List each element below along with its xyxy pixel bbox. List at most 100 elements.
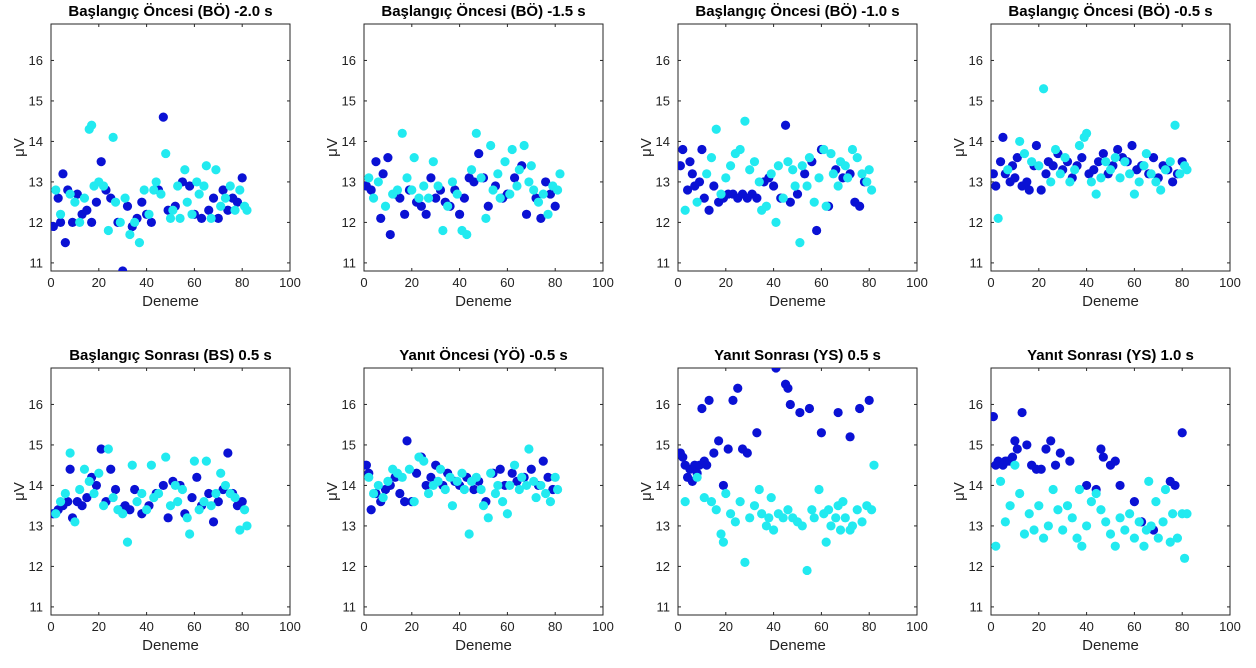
- data-point: [795, 238, 805, 248]
- y-tick-label: 15: [342, 93, 356, 108]
- data-point: [65, 189, 75, 199]
- x-tick-label: 20: [1032, 619, 1046, 634]
- data-point: [151, 177, 161, 187]
- data-point: [823, 505, 834, 515]
- y-axis-label: μV: [324, 138, 341, 157]
- data-point: [711, 505, 721, 515]
- data-point: [146, 217, 156, 228]
- data-point: [366, 185, 376, 195]
- data-point: [1041, 444, 1051, 454]
- data-point: [60, 238, 70, 248]
- x-tick-label: 100: [1219, 619, 1241, 634]
- data-point: [788, 165, 798, 175]
- x-tick-label: 80: [1175, 619, 1189, 634]
- y-tick-label: 15: [29, 437, 43, 452]
- data-point: [237, 173, 247, 183]
- data-point: [678, 144, 688, 155]
- data-point: [1046, 436, 1056, 446]
- x-tick-label: 40: [139, 619, 153, 634]
- x-tick-label: 80: [862, 275, 876, 290]
- data-point: [490, 488, 501, 499]
- data-point: [220, 193, 231, 203]
- data-point: [378, 169, 388, 179]
- data-point: [1005, 501, 1015, 511]
- data-point: [108, 492, 118, 503]
- data-point: [845, 432, 855, 442]
- data-point: [1019, 148, 1030, 159]
- data-point: [1010, 173, 1020, 183]
- x-tick-label: 20: [1032, 275, 1046, 290]
- data-point: [1165, 537, 1175, 547]
- series-dark: [991, 407, 1187, 535]
- data-point: [809, 513, 819, 523]
- data-point: [395, 193, 405, 203]
- data-point: [364, 472, 374, 482]
- data-point: [1156, 185, 1166, 195]
- data-point: [431, 193, 441, 203]
- data-point: [531, 492, 541, 503]
- y-tick-label: 13: [29, 174, 43, 189]
- data-point: [194, 189, 204, 199]
- data-point: [1082, 521, 1092, 531]
- data-point: [1153, 533, 1163, 543]
- data-point: [1125, 509, 1135, 519]
- data-point: [1036, 185, 1046, 195]
- data-point: [752, 428, 762, 438]
- data-point: [761, 521, 772, 531]
- data-point: [514, 484, 524, 495]
- data-point: [1015, 136, 1025, 147]
- data-point: [1010, 436, 1020, 446]
- data-point: [1177, 428, 1187, 438]
- y-tick-label: 13: [969, 518, 983, 533]
- y-tick-label: 12: [29, 215, 43, 230]
- data-point: [745, 513, 755, 523]
- data-point: [373, 177, 383, 187]
- data-point: [185, 181, 195, 191]
- data-point: [1012, 153, 1022, 163]
- y-tick-label: 11: [343, 599, 357, 614]
- x-tick-label: 0: [47, 275, 54, 290]
- data-point: [474, 148, 484, 159]
- data-point: [1086, 497, 1096, 507]
- data-point: [402, 173, 412, 183]
- data-point: [1182, 165, 1192, 175]
- data-point: [1058, 525, 1068, 535]
- data-point: [1158, 517, 1168, 527]
- y-tick-label: 13: [656, 518, 670, 533]
- data-point: [742, 448, 752, 458]
- data-point: [1050, 144, 1061, 155]
- data-point: [371, 157, 381, 167]
- data-point: [1022, 440, 1032, 450]
- y-axis-label: μV: [951, 482, 968, 501]
- data-point: [797, 521, 807, 531]
- data-point: [127, 460, 137, 470]
- data-point: [682, 185, 693, 195]
- x-tick-label: 0: [987, 275, 994, 290]
- data-point: [678, 452, 688, 462]
- data-point: [380, 201, 391, 211]
- data-point: [709, 448, 719, 458]
- data-point: [1000, 517, 1010, 527]
- y-tick-label: 12: [656, 559, 670, 574]
- data-point: [538, 456, 548, 466]
- series-light: [51, 120, 252, 248]
- x-tick-label: 0: [47, 619, 54, 634]
- data-point: [529, 476, 539, 486]
- data-point: [103, 444, 113, 454]
- data-point: [552, 185, 563, 195]
- series-dark: [51, 112, 247, 271]
- data-point: [220, 480, 231, 491]
- data-point: [153, 488, 164, 499]
- data-point: [239, 505, 250, 515]
- data-point: [67, 217, 78, 228]
- data-point: [783, 505, 793, 515]
- data-point: [419, 456, 429, 466]
- y-tick-label: 13: [969, 174, 983, 189]
- data-point: [550, 472, 560, 482]
- data-point: [55, 497, 66, 507]
- data-point: [814, 484, 824, 495]
- data-point: [1179, 553, 1190, 563]
- data-point: [857, 169, 867, 179]
- data-point: [170, 480, 180, 491]
- data-point: [536, 480, 546, 491]
